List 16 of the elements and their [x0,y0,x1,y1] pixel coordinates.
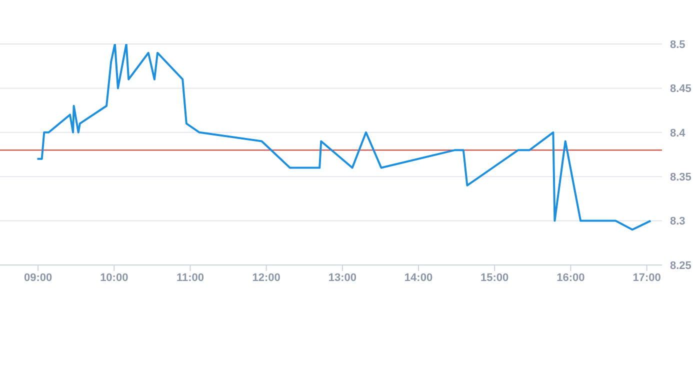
y-tick-label: 8.3 [670,216,686,228]
y-tick-label: 8.45 [670,83,692,96]
y-tick-label: 8.25 [670,260,692,272]
x-tick-label: 17:00 [632,272,661,284]
x-tick-label: 15:00 [480,272,509,284]
x-tick-label: 16:00 [556,272,585,284]
x-tick-label: 13:00 [328,272,356,284]
x-tick-label: 09:00 [24,272,52,284]
y-tick-label: 8.5 [670,38,686,51]
line-series [36,44,652,231]
y-tick-label: 8.4 [670,127,686,140]
x-tick-label: 11:00 [176,272,204,284]
y-tick-label: 8.35 [670,172,692,184]
x-tick-label: 12:00 [252,272,280,284]
x-tick-label: 14:00 [404,272,433,284]
x-tick-label: 10:00 [100,272,128,284]
